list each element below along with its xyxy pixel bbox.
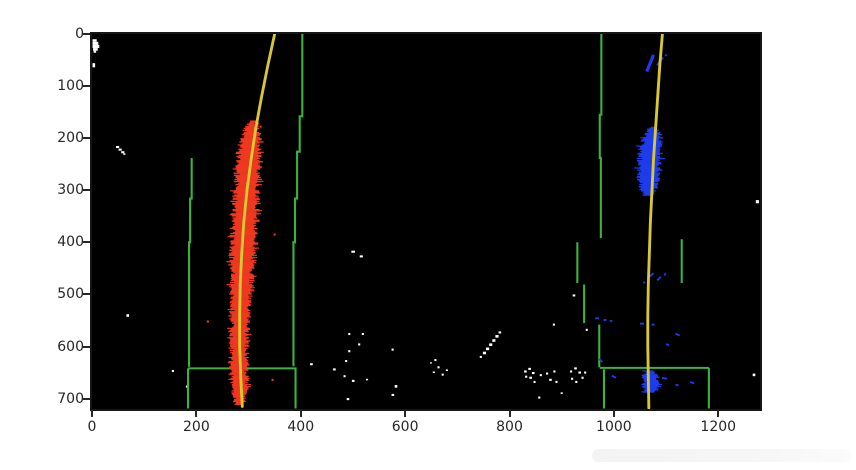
x-tick-label: 200 bbox=[183, 419, 210, 435]
y-tick-label: 300 bbox=[57, 182, 84, 199]
y-tick-mark bbox=[83, 85, 90, 88]
x-tick-label: 400 bbox=[287, 419, 315, 435]
x-tick-mark bbox=[612, 410, 615, 417]
y-tick-mark bbox=[83, 345, 90, 348]
x-tick-mark bbox=[404, 410, 407, 417]
y-tick-mark bbox=[83, 293, 90, 296]
x-tick-label: 600 bbox=[391, 419, 419, 435]
x-tick-mark bbox=[299, 410, 302, 417]
y-tick-label: 200 bbox=[57, 130, 84, 147]
y-tick-label: 0 bbox=[75, 26, 84, 42]
y-tick-label: 400 bbox=[57, 234, 84, 251]
shadow-smudge bbox=[592, 449, 852, 462]
y-tick-mark bbox=[83, 397, 90, 400]
x-tick-label: 800 bbox=[496, 419, 523, 435]
y-tick-label: 100 bbox=[57, 78, 84, 95]
y-tick-label: 600 bbox=[57, 338, 84, 355]
y-tick-mark bbox=[83, 241, 90, 244]
y-tick-label: 500 bbox=[57, 286, 84, 303]
lane-detection-plot-canvas bbox=[92, 34, 760, 409]
x-tick-mark bbox=[195, 410, 198, 417]
x-tick-mark bbox=[508, 410, 511, 417]
y-tick-mark bbox=[83, 189, 90, 192]
x-tick-mark bbox=[717, 410, 720, 417]
y-tick-mark bbox=[83, 137, 90, 140]
y-tick-mark bbox=[83, 33, 90, 35]
x-tick-mark bbox=[91, 410, 93, 417]
x-tick-label: 1200 bbox=[700, 419, 737, 435]
y-tick-label: 700 bbox=[57, 390, 84, 407]
plot-area bbox=[90, 32, 762, 411]
x-tick-label: 1000 bbox=[596, 419, 632, 435]
x-tick-label: 0 bbox=[87, 419, 97, 435]
